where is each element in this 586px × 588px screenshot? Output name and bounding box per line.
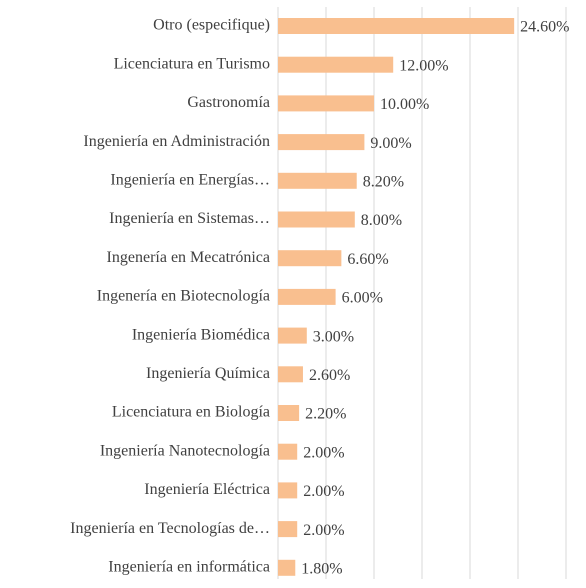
- data-label: 12.00%: [399, 57, 448, 74]
- data-label: 3.00%: [313, 328, 354, 345]
- data-label: 8.20%: [363, 173, 404, 190]
- bar: [278, 211, 355, 228]
- y-tick-label: Ingeniería en informática: [108, 558, 270, 575]
- data-label: 2.00%: [303, 483, 344, 500]
- y-tick-label: Ingeniería Química: [146, 365, 270, 382]
- bar: [278, 95, 374, 112]
- bar: [278, 327, 307, 344]
- y-tick-label: Licenciatura en Biología: [112, 404, 270, 421]
- data-label: 2.20%: [305, 406, 346, 423]
- y-tick-label: Ingeniería en Sistemas…: [109, 210, 270, 227]
- bar: [278, 366, 303, 383]
- data-label: 2.00%: [303, 522, 344, 539]
- bar: [278, 288, 336, 305]
- bar: [278, 172, 357, 189]
- bar: [278, 250, 342, 267]
- bar: [278, 56, 394, 73]
- y-tick-label: Ingenería en Biotecnología: [97, 288, 270, 305]
- y-tick-label: Ingeniería Biomédica: [132, 326, 270, 343]
- bar: [278, 405, 300, 421]
- data-label: 2.00%: [303, 444, 344, 461]
- y-tick-label: Ingeniería en Administración: [83, 133, 270, 150]
- bar: [278, 134, 365, 151]
- y-tick-label: Otro (especifique): [153, 17, 270, 34]
- data-label: 6.60%: [347, 251, 388, 268]
- y-tick-label: Ingeniería en Tecnologías de…: [70, 520, 270, 537]
- bar: [278, 559, 296, 576]
- data-label: 8.00%: [361, 212, 402, 229]
- y-tick-label: Ingeniería Eléctrica: [144, 481, 270, 498]
- bar: [278, 482, 298, 499]
- y-tick-label: Ingeniería en Energías…: [110, 171, 270, 188]
- data-label: 2.60%: [309, 367, 350, 384]
- data-label: 10.00%: [380, 96, 429, 113]
- data-label: 1.80%: [301, 560, 342, 577]
- y-tick-label: Ingenería en Mecatrónica: [107, 249, 270, 266]
- bar: [278, 443, 298, 460]
- y-tick-label: Gastronomía: [187, 94, 270, 111]
- y-tick-label: Licenciatura en Turismo: [114, 55, 270, 72]
- data-label: 24.60%: [520, 19, 569, 36]
- y-tick-label: Ingeniería Nanotecnología: [100, 442, 270, 459]
- data-label: 9.00%: [370, 135, 411, 152]
- bar: [278, 18, 515, 34]
- bar: [278, 521, 298, 538]
- data-label: 6.00%: [342, 290, 383, 307]
